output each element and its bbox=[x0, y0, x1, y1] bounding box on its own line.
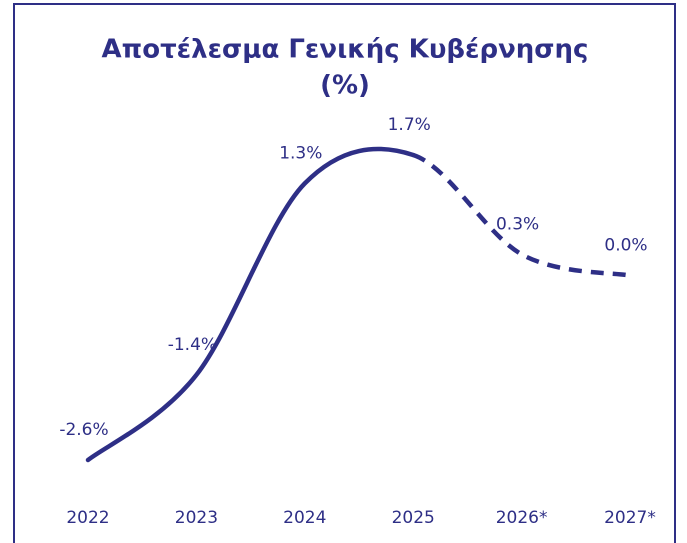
value-label: 0.3% bbox=[496, 214, 539, 234]
value-label: -2.6% bbox=[59, 420, 108, 440]
x-tick-label: 2024 bbox=[283, 508, 326, 528]
value-label: 0.0% bbox=[604, 236, 647, 256]
value-label: -1.4% bbox=[168, 335, 217, 355]
x-tick-label: 2023 bbox=[175, 508, 218, 528]
chart-frame bbox=[13, 3, 676, 543]
x-tick-label: 2022 bbox=[66, 508, 109, 528]
x-tick-label: 2026* bbox=[496, 508, 548, 528]
value-label: 1.3% bbox=[279, 143, 322, 163]
chart-title: Αποτέλεσμα Γενικής Κυβέρνησης bbox=[102, 35, 589, 65]
x-tick-label: 2027* bbox=[604, 508, 656, 528]
line-forecast bbox=[412, 152, 631, 278]
x-tick-label: 2025 bbox=[392, 508, 435, 528]
value-label: 1.7% bbox=[388, 115, 431, 135]
line-actual bbox=[85, 146, 416, 463]
chart-title: (%) bbox=[320, 71, 370, 101]
